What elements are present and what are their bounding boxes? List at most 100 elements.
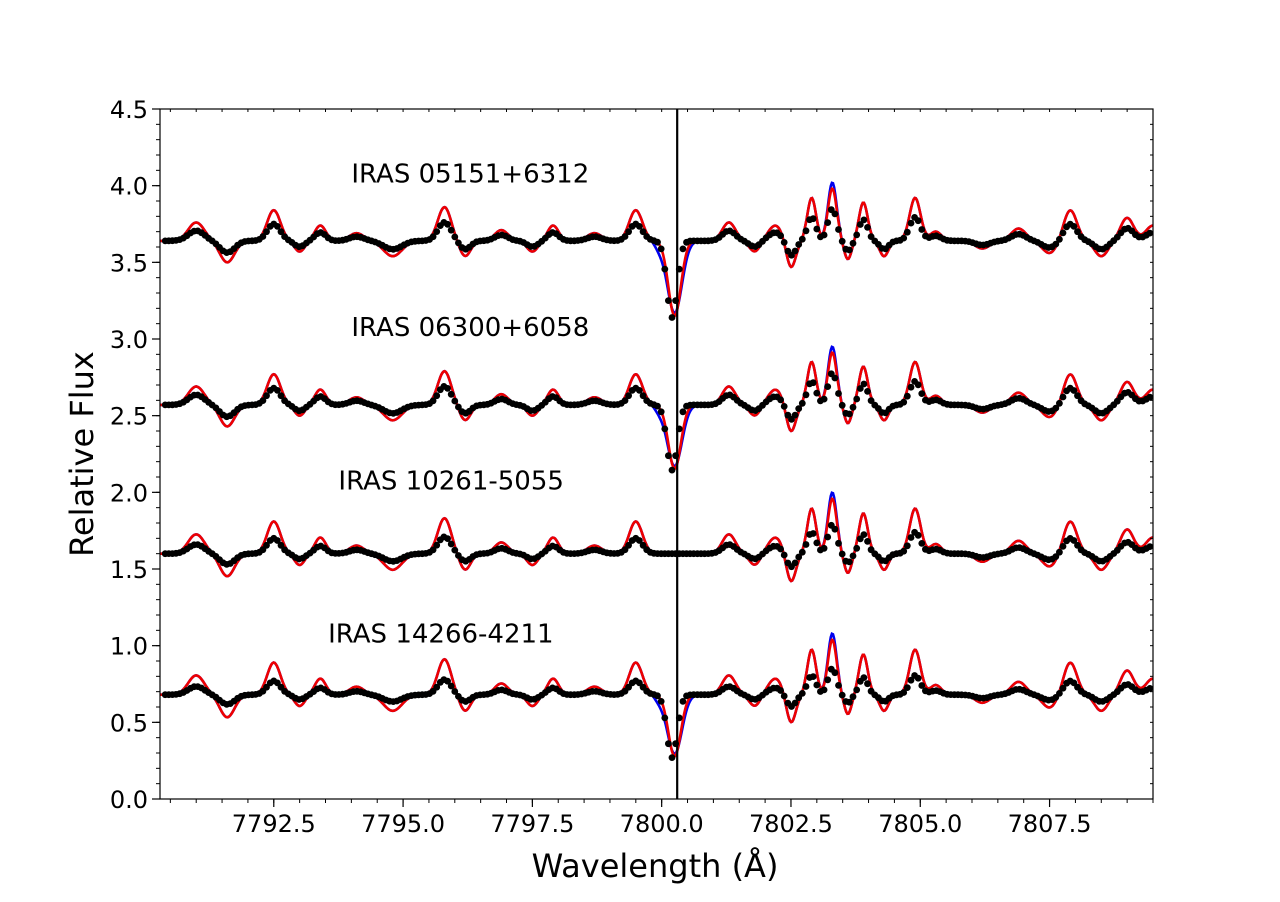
data-point xyxy=(907,383,915,391)
data-point xyxy=(831,374,839,382)
data-point xyxy=(900,689,908,696)
data-point xyxy=(900,398,908,406)
data-point xyxy=(447,682,455,690)
y-tick-label: 2.5 xyxy=(110,403,148,431)
data-point xyxy=(277,392,285,400)
series-label-4: IRAS 14266-4211 xyxy=(328,620,554,650)
data-point xyxy=(867,397,875,404)
data-point xyxy=(849,693,857,701)
y-tick-label: 0.0 xyxy=(110,786,148,814)
data-point xyxy=(636,537,643,544)
series-label-2: IRAS 06300+6058 xyxy=(351,313,589,343)
data-point xyxy=(429,397,437,405)
y-axis-label: Relative Flux xyxy=(63,351,101,557)
data-point xyxy=(259,397,267,404)
data-point xyxy=(860,674,868,681)
data-point xyxy=(1056,235,1063,243)
data-point xyxy=(824,383,832,390)
data-point xyxy=(849,403,857,411)
data-point xyxy=(820,231,828,239)
data-point xyxy=(451,233,459,241)
observed-points-2 xyxy=(161,370,1154,474)
data-point xyxy=(777,687,784,694)
data-point xyxy=(639,228,647,236)
data-point xyxy=(860,380,868,388)
data-point xyxy=(838,237,846,245)
data-point xyxy=(621,397,629,404)
data-point xyxy=(1070,387,1078,394)
data-point xyxy=(777,396,784,404)
data-point xyxy=(846,558,853,566)
data-point xyxy=(654,692,661,700)
data-point xyxy=(1056,399,1063,407)
data-point xyxy=(813,225,821,233)
data-point xyxy=(809,530,817,537)
model-blue-line-1 xyxy=(160,181,1154,315)
data-point xyxy=(455,403,462,411)
model-blue-line-3 xyxy=(160,491,1154,583)
data-point xyxy=(864,538,871,545)
data-point xyxy=(780,551,788,559)
y-tick-label: 4.0 xyxy=(110,173,148,201)
data-point xyxy=(860,216,868,224)
data-point xyxy=(918,682,926,689)
data-point xyxy=(679,698,687,705)
y-tick-label: 3.5 xyxy=(110,249,148,277)
data-point xyxy=(444,535,451,542)
data-point xyxy=(813,389,821,397)
data-point xyxy=(259,233,267,240)
x-tick-label: 7807.5 xyxy=(1008,810,1092,838)
series-4 xyxy=(160,632,1154,761)
data-point xyxy=(1070,537,1078,544)
x-tick-label: 7797.5 xyxy=(490,810,574,838)
observed-points-1 xyxy=(161,206,1154,321)
y-tick-label: 2.0 xyxy=(110,479,148,507)
data-point xyxy=(864,680,871,688)
data-point xyxy=(1059,543,1067,550)
data-point xyxy=(1146,229,1154,237)
data-point xyxy=(864,224,871,231)
data-point xyxy=(824,676,832,684)
data-point xyxy=(1052,404,1060,412)
data-point xyxy=(668,754,676,761)
data-point xyxy=(625,392,632,400)
data-point xyxy=(1074,228,1081,236)
data-point xyxy=(791,699,799,707)
data-point xyxy=(777,545,784,553)
data-point xyxy=(853,231,861,239)
data-point xyxy=(795,405,803,412)
model-red-line-1 xyxy=(160,187,1154,318)
data-point xyxy=(654,238,661,246)
data-point xyxy=(654,402,661,410)
x-tick-label: 7792.5 xyxy=(232,810,316,838)
x-axis-label: Wavelength (Å) xyxy=(532,847,779,885)
data-point xyxy=(636,223,643,230)
series-3 xyxy=(160,491,1154,583)
data-point xyxy=(679,245,687,253)
series-label-3: IRAS 10261-5055 xyxy=(338,466,564,496)
data-point xyxy=(846,246,853,254)
data-point xyxy=(903,392,911,400)
data-point xyxy=(665,740,672,748)
data-point xyxy=(853,395,861,403)
observed-points-3 xyxy=(161,521,1154,571)
data-point xyxy=(838,691,846,699)
data-point xyxy=(846,410,853,418)
data-point xyxy=(447,390,455,398)
data-point xyxy=(838,550,846,558)
data-point xyxy=(813,681,821,689)
data-point xyxy=(1070,223,1078,230)
data-point xyxy=(831,210,839,218)
data-point xyxy=(802,541,810,548)
data-point xyxy=(802,227,810,235)
data-point xyxy=(918,540,926,547)
data-point xyxy=(679,408,687,416)
data-point xyxy=(798,235,806,243)
data-point xyxy=(820,686,828,694)
axes: 0.0 0.5 1.0 1.5 2.0 2.5 3.0 3.5 4.0 4.5 7792.5 7795… xyxy=(110,96,1154,838)
data-point xyxy=(277,228,285,236)
data-point xyxy=(835,226,842,233)
data-point xyxy=(433,228,441,236)
data-point xyxy=(621,233,629,240)
